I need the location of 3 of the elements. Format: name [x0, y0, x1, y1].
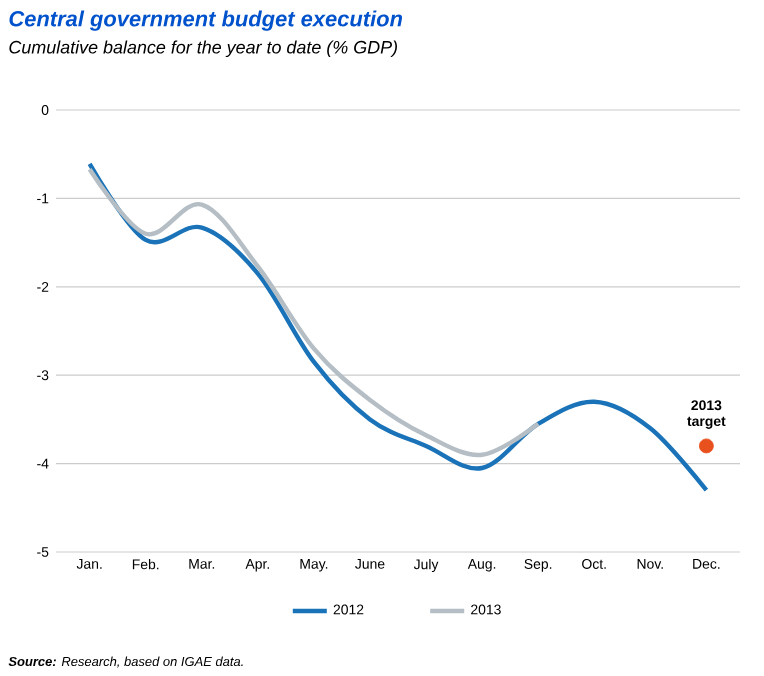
- chart-title: Central government budget execution: [9, 10, 403, 31]
- chart-subtitle: Cumulative balance for the year to date (% GDP): [9, 40, 397, 58]
- line-series: [87, 167, 541, 458]
